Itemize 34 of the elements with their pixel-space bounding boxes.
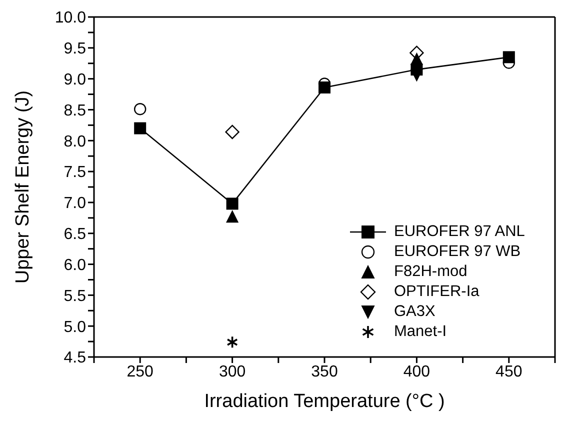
point	[318, 81, 330, 94]
point	[134, 103, 146, 116]
y-axis-title: Upper Shelf Energy (J)	[12, 90, 34, 284]
point	[225, 124, 240, 140]
x-axis-title: Irradiation Temperature (°C )	[204, 391, 445, 412]
point	[226, 336, 238, 349]
y-tick-label: 9.0	[64, 72, 86, 88]
x-tick-label: 350	[311, 363, 338, 380]
y-tick-label: 6.0	[64, 256, 86, 274]
point	[226, 210, 238, 223]
y-tick-label: 9.5	[64, 40, 86, 58]
x-tick-label: 400	[403, 363, 430, 380]
y-tick-label: 8.0	[64, 133, 86, 150]
legend-label: F82H-mod	[394, 263, 468, 281]
legend-label: OPTIFER-Ia	[394, 283, 480, 301]
y-tick-label: 7.0	[64, 195, 86, 212]
legend-label: Manet-I	[394, 323, 447, 341]
y-tick-label: 6.5	[64, 226, 86, 244]
legend-label: EUROFER 97 WB	[394, 243, 521, 261]
y-tick-label: 7.5	[64, 164, 86, 182]
legend-label: GA3X	[394, 303, 436, 321]
x-tick-label: 300	[218, 363, 246, 380]
x-tick-label: 450	[496, 363, 522, 380]
y-tick-label: 5.5	[64, 288, 86, 305]
y-tick-label: 5.0	[64, 318, 86, 336]
legend-label: EUROFER 97 ANL	[394, 223, 525, 241]
point	[134, 122, 146, 134]
point	[226, 198, 238, 210]
y-tick-label: 10.0	[54, 10, 86, 27]
y-tick-label: 8.5	[64, 102, 86, 120]
point	[502, 51, 515, 64]
point	[410, 64, 423, 76]
y-tick-label: 4.5	[64, 350, 86, 367]
x-tick-label: 250	[126, 363, 154, 380]
